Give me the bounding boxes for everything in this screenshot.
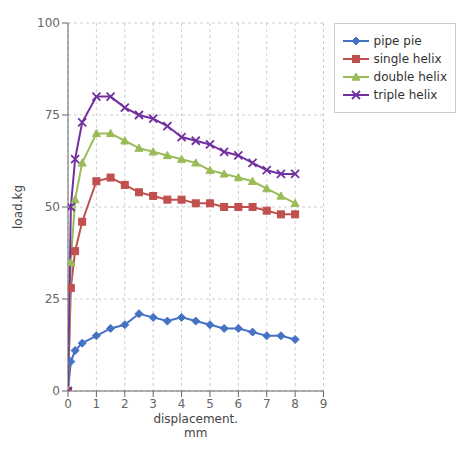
svg-text:2: 2: [121, 397, 129, 411]
svg-text:1: 1: [93, 397, 101, 411]
svg-text:displacement.mm: displacement.mm: [153, 412, 238, 440]
svg-text:load.kg: load.kg: [11, 185, 25, 229]
svg-text:0: 0: [64, 397, 72, 411]
svg-text:5: 5: [206, 397, 214, 411]
svg-text:8: 8: [291, 397, 299, 411]
html-text:single helix: single helix: [373, 52, 442, 66]
svg-text:25: 25: [45, 292, 60, 306]
svg-text:100: 100: [37, 16, 60, 30]
html-text:triple helix: triple helix: [373, 88, 438, 102]
html-text:pipe pie: pipe pie: [373, 34, 422, 48]
svg-text:0: 0: [52, 384, 60, 398]
svg-text:7: 7: [263, 397, 271, 411]
svg-text:6: 6: [235, 397, 243, 411]
svg-text:3: 3: [149, 397, 157, 411]
svg-text:4: 4: [178, 397, 186, 411]
svg-text:9: 9: [320, 397, 328, 411]
svg-text:75: 75: [45, 108, 60, 122]
html-text:double helix: double helix: [373, 70, 447, 84]
svg-text:50: 50: [45, 200, 60, 214]
